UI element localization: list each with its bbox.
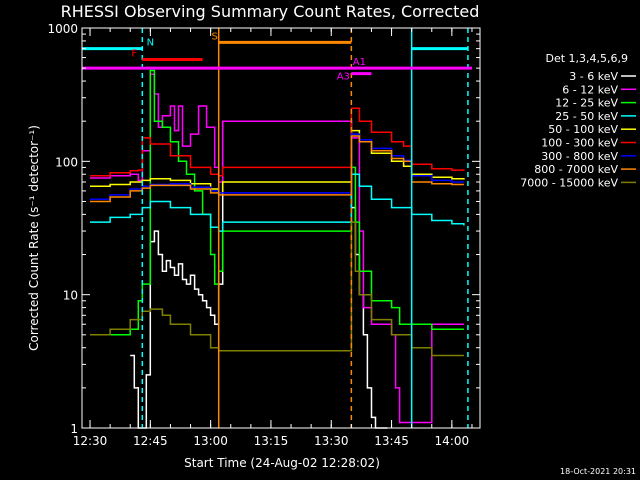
y-axis-label: Corrected Count Rate (s⁻¹ detector⁻¹) — [27, 125, 41, 351]
chart-title: RHESSI Observing Summary Count Rates, Co… — [61, 2, 480, 21]
x-tick-label-1: 12:45 — [133, 434, 168, 448]
y-tick-label-1: 10 — [63, 289, 78, 303]
ticks-group: 12:30 12:45 13:00 13:15 13:30 13:45 14:00 1 10 10… — [47, 22, 480, 448]
legend-title: Det 1,3,4,5,6,9 — [545, 52, 628, 65]
x-tick-label-4: 13:30 — [314, 434, 349, 448]
legend-label-8: 7000 - 15000 keV — [520, 176, 618, 189]
x-tick-label-5: 13:45 — [374, 434, 409, 448]
y-tick-label-2: 100 — [55, 155, 78, 169]
legend-label-6: 300 - 800 keV — [541, 150, 618, 163]
plot-frame — [81, 27, 481, 429]
y-tick-label-3: 1000 — [47, 22, 78, 36]
x-tick-label-0: 12:30 — [73, 434, 108, 448]
legend-label-7: 800 - 7000 keV — [534, 163, 618, 176]
footer-timestamp: 18-Oct-2021 20:31 — [560, 467, 636, 476]
axes-group — [81, 27, 481, 429]
y-tick-label-0: 1 — [70, 422, 78, 436]
x-tick-label-3: 13:15 — [254, 434, 289, 448]
legend-label-0: 3 - 6 keV — [569, 70, 618, 83]
annotation-label-4: A3 — [337, 72, 350, 83]
legend-label-4: 50 - 100 keV — [548, 123, 618, 136]
series-line-8 — [90, 221, 464, 357]
x-tick-label-6: 14:00 — [435, 434, 470, 448]
legend-label-3: 25 - 50 keV — [555, 110, 618, 123]
annotation-label-2: F — [131, 49, 137, 60]
x-axis-label: Start Time (24-Aug-02 12:28:02) — [184, 456, 380, 470]
annotation-label-1: S — [211, 31, 217, 42]
annotation-label-3: A1 — [353, 57, 366, 68]
legend-label-2: 12 - 25 keV — [555, 97, 618, 110]
legend-label-5: 100 - 300 keV — [541, 137, 618, 150]
legend-label-1: 6 - 12 keV — [562, 83, 618, 96]
annotation-label-0: N — [147, 38, 154, 49]
x-tick-label-2: 13:00 — [193, 434, 228, 448]
